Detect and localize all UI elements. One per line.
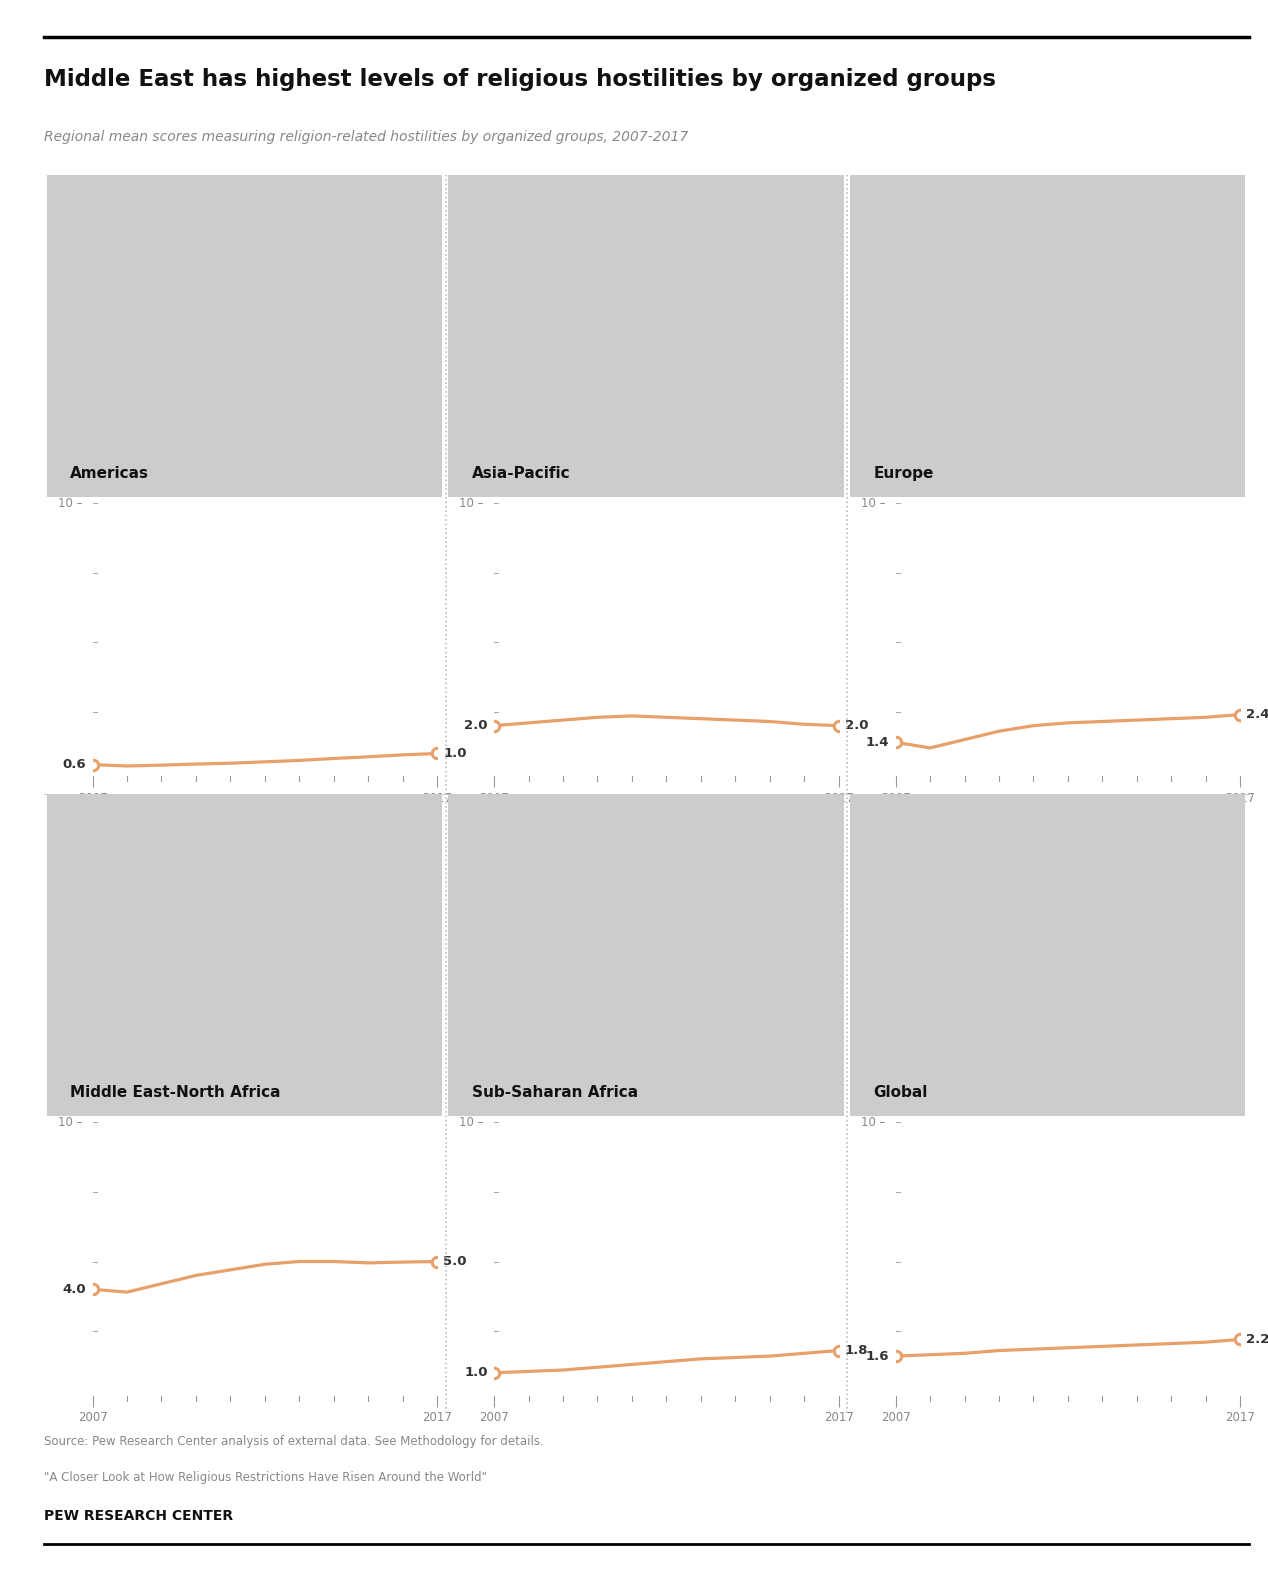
Text: PEW RESEARCH CENTER: PEW RESEARCH CENTER	[44, 1509, 233, 1523]
Text: 1.8: 1.8	[844, 1343, 869, 1358]
Text: 5.0: 5.0	[444, 1255, 467, 1267]
Text: 10 –: 10 –	[58, 497, 82, 510]
Text: Global: Global	[874, 1085, 928, 1100]
Text: 2.4: 2.4	[1246, 708, 1268, 721]
Text: 4.0: 4.0	[62, 1283, 86, 1296]
Text: Americas: Americas	[70, 465, 150, 481]
Text: Asia-Pacific: Asia-Pacific	[472, 465, 571, 481]
Text: 10 –: 10 –	[459, 1116, 484, 1129]
Text: Regional mean scores measuring religion-related hostilities by organized groups,: Regional mean scores measuring religion-…	[44, 130, 689, 145]
Text: 10 –: 10 –	[861, 497, 885, 510]
Text: 10 –: 10 –	[459, 497, 484, 510]
Text: Middle East-North Africa: Middle East-North Africa	[70, 1085, 280, 1100]
Text: 2.0: 2.0	[844, 719, 869, 732]
Text: Sub-Saharan Africa: Sub-Saharan Africa	[472, 1085, 638, 1100]
Text: 1.0: 1.0	[464, 1366, 488, 1380]
Text: 10 –: 10 –	[58, 1116, 82, 1129]
Text: 2.2: 2.2	[1246, 1332, 1268, 1347]
Text: Source: Pew Research Center analysis of external data. See Methodology for detai: Source: Pew Research Center analysis of …	[44, 1436, 544, 1448]
Text: 0.6: 0.6	[62, 757, 86, 772]
Text: Middle East has highest levels of religious hostilities by organized groups: Middle East has highest levels of religi…	[44, 68, 997, 91]
Text: Europe: Europe	[874, 465, 933, 481]
Text: 1.4: 1.4	[866, 735, 889, 750]
Text: 2.0: 2.0	[464, 719, 488, 732]
Text: 10 –: 10 –	[861, 1116, 885, 1129]
Text: 1.0: 1.0	[444, 746, 467, 761]
Text: 1.6: 1.6	[866, 1350, 889, 1363]
Text: "A Closer Look at How Religious Restrictions Have Risen Around the World": "A Closer Look at How Religious Restrict…	[44, 1472, 487, 1485]
